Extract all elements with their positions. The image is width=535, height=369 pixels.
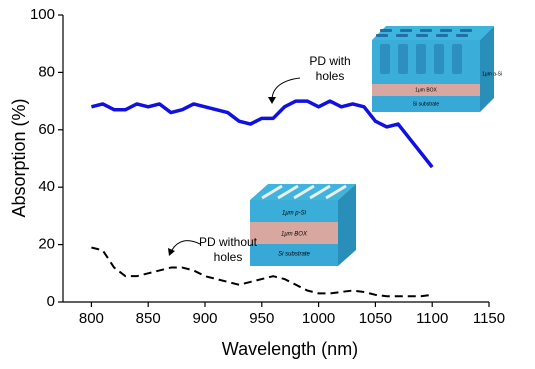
annotation: holes (316, 69, 345, 83)
annotation: holes (214, 250, 243, 264)
annotation-arrow (272, 78, 300, 100)
y-tick-label: 60 (38, 121, 55, 138)
y-tick-label: 0 (47, 293, 55, 310)
x-tick-label: 850 (136, 310, 161, 327)
x-tick-label: 1000 (302, 310, 335, 327)
x-tick-label: 950 (249, 310, 274, 327)
y-tick-label: 100 (30, 6, 55, 23)
inset-label: 1μm BOX (281, 232, 308, 238)
annotation: PD with (309, 54, 350, 68)
chart: Wavelength (nm) Absorption (%) 1μm a-Si … (0, 0, 535, 364)
annotation: PD without (199, 235, 258, 249)
y-tick-label: 20 (38, 236, 55, 253)
y-tick-label: 80 (38, 63, 55, 80)
y-axis-title: Absorption (%) (9, 98, 29, 217)
x-tick-label: 1100 (416, 310, 448, 327)
inset-no-holes: 1μm p-Si 1μm BOX Si substrate (250, 184, 356, 266)
inset-holes: 1μm a-Si 1μm BOX Si substrate (372, 26, 502, 112)
x-tick-label: 800 (79, 310, 104, 327)
y-tick-label: 40 (38, 178, 55, 195)
x-tick-label: 900 (192, 310, 217, 327)
annotation-arrowhead (268, 97, 276, 104)
inset-label: Si substrate (413, 101, 440, 107)
x-tick-label: 1150 (473, 310, 505, 327)
annotation-arrowhead (168, 248, 175, 256)
inset-label: 1μm BOX (415, 87, 437, 93)
annotation-arrow (172, 241, 200, 250)
x-tick-label: 1050 (359, 310, 392, 327)
x-axis-title: Wavelength (nm) (222, 339, 358, 359)
inset-label: 1μm a-Si (482, 71, 502, 77)
inset-label: Si substrate (278, 252, 310, 258)
inset-label: 1μm p-Si (282, 211, 307, 217)
